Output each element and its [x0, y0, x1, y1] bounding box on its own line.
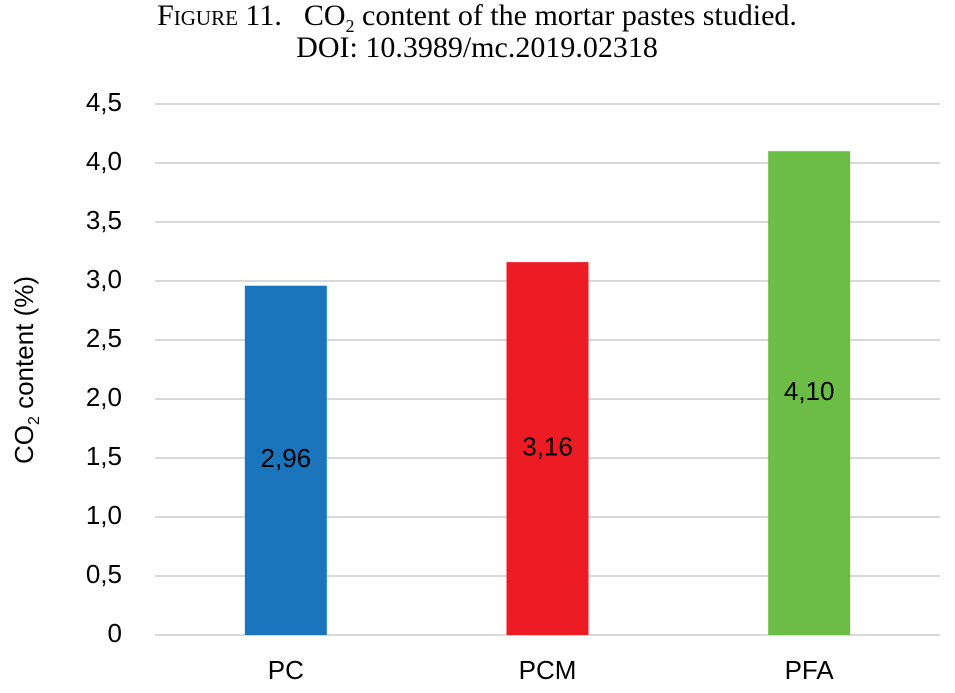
y-tick-label: 2,0 [86, 382, 122, 412]
y-tick-label: 3,5 [86, 205, 122, 235]
title-part: content of the mortar pastes studied. [355, 0, 797, 32]
value-label: 3,16 [522, 431, 573, 461]
y-tick-label: 0,5 [86, 559, 122, 589]
figure-number: Figure 11. [157, 0, 282, 32]
y-label-part: content (%) [9, 276, 39, 416]
bar [244, 285, 327, 635]
y-tick-label: 4,0 [86, 146, 122, 176]
y-label-part: CO [9, 425, 39, 464]
y-tick-label: 3,0 [86, 264, 122, 294]
bar [506, 262, 589, 635]
bar [768, 151, 851, 635]
title-part: CO [304, 0, 346, 32]
chart-title: Figure 11. CO2 content of the mortar past… [157, 0, 797, 36]
x-tick-label: PCM [519, 655, 577, 685]
chart-subtitle: DOI: 10.3989/mc.2019.02318 [296, 31, 658, 64]
title-subscript: 2 [346, 16, 355, 36]
y-label-subscript: 2 [26, 416, 43, 425]
y-tick-label: 1,5 [86, 441, 122, 471]
y-tick-label: 1,0 [86, 500, 122, 530]
y-axis-label: CO2 content (%) [9, 276, 43, 464]
value-label: 4,10 [784, 376, 835, 406]
x-tick-label: PC [268, 655, 304, 685]
y-tick-label: 2,5 [86, 323, 122, 353]
y-tick-label: 0 [108, 618, 122, 648]
y-tick-label: 4,5 [86, 87, 122, 117]
x-tick-label: PFA [785, 655, 835, 685]
value-label: 2,96 [261, 443, 312, 473]
